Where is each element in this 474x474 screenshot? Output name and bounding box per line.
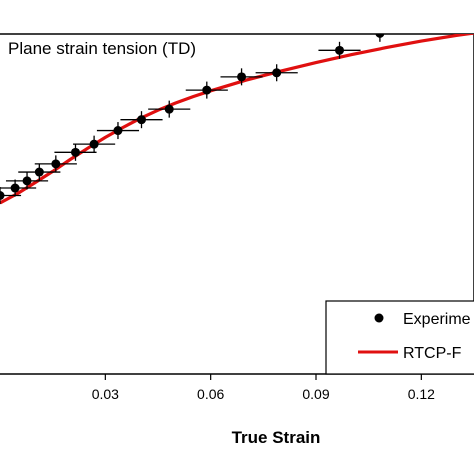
x-axis-title: True Strain bbox=[232, 428, 321, 447]
x-tick-label: 0.09 bbox=[302, 386, 329, 402]
data-point bbox=[396, 14, 438, 31]
experiment-points-series bbox=[0, 11, 474, 204]
data-point bbox=[185, 81, 228, 99]
point-marker bbox=[89, 139, 99, 149]
point-marker bbox=[10, 183, 20, 193]
data-point bbox=[34, 155, 77, 173]
data-point bbox=[18, 163, 61, 181]
data-point bbox=[120, 111, 163, 129]
data-point bbox=[437, 11, 474, 28]
x-axis-tick-labels: 0.03 0.06 0.09 0.12 bbox=[92, 386, 435, 402]
data-point bbox=[54, 143, 97, 161]
point-marker bbox=[136, 115, 146, 125]
point-marker bbox=[70, 147, 80, 157]
x-tick-label: 0.03 bbox=[92, 386, 119, 402]
point-marker bbox=[237, 72, 247, 82]
data-point bbox=[220, 68, 263, 86]
data-point bbox=[0, 179, 37, 197]
point-marker bbox=[164, 104, 174, 114]
point-marker bbox=[335, 45, 345, 55]
rtcp-line-series bbox=[0, 34, 474, 205]
x-axis-ticks bbox=[104, 374, 422, 380]
point-marker bbox=[453, 15, 462, 24]
point-marker bbox=[272, 68, 282, 78]
chart-annotation: Plane strain tension (TD) bbox=[8, 39, 196, 58]
point-marker bbox=[22, 176, 32, 186]
x-tick-label: 0.06 bbox=[197, 386, 224, 402]
point-marker bbox=[413, 18, 422, 27]
point-marker bbox=[34, 167, 44, 177]
legend-label-rtcp: RTCP-F bbox=[403, 345, 462, 362]
data-point bbox=[255, 64, 298, 82]
legend-label-experiment: Experime bbox=[403, 311, 471, 328]
point-marker bbox=[375, 34, 385, 38]
legend: Experime RTCP-F bbox=[325, 300, 474, 375]
point-marker bbox=[0, 191, 5, 200]
data-point bbox=[5, 172, 49, 190]
data-point bbox=[318, 41, 361, 59]
point-marker bbox=[202, 85, 212, 95]
plot-frame bbox=[0, 33, 474, 375]
point-marker bbox=[51, 159, 61, 169]
legend-marker-experiment bbox=[374, 313, 384, 323]
rtcp-curve bbox=[0, 34, 474, 205]
data-point bbox=[73, 135, 116, 153]
legend-box bbox=[325, 300, 474, 375]
x-tick-label: 0.12 bbox=[408, 386, 435, 402]
data-point bbox=[96, 122, 140, 140]
point-marker bbox=[113, 126, 123, 136]
data-point bbox=[148, 100, 191, 118]
data-point bbox=[375, 34, 385, 42]
data-point bbox=[0, 187, 22, 204]
